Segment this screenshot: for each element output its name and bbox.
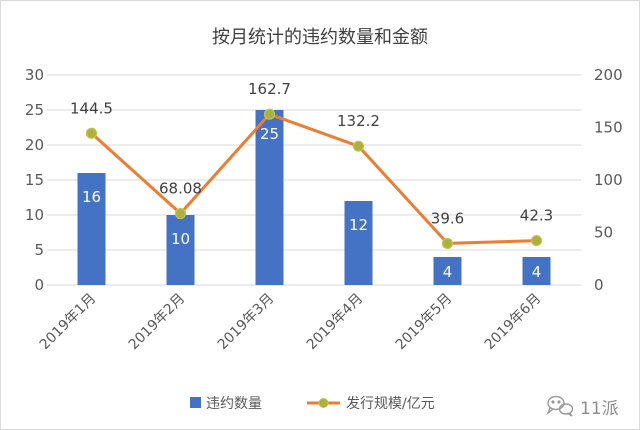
legend-label: 发行规模/亿元 [346, 396, 435, 412]
legend-item-bar: 违约数量 [190, 396, 262, 412]
bar-data-label: 10 [171, 230, 190, 248]
line-marker [263, 108, 276, 120]
gridlines [47, 74, 581, 286]
right-axis-tick-label: 200 [594, 66, 623, 84]
bar [166, 215, 195, 285]
bar-data-label: 16 [82, 188, 101, 206]
left-axis-tick-label: 10 [25, 206, 44, 224]
bar [344, 201, 373, 285]
line-marker [441, 237, 454, 250]
bar-series: 16 10 25 12 4 4 [77, 110, 551, 285]
bar [77, 173, 106, 285]
line-data-label: 162.7 [248, 80, 291, 98]
left-axis-tick-label: 5 [34, 241, 44, 259]
left-axis-tick-label: 20 [25, 136, 44, 154]
left-axis-tick-label: 25 [25, 101, 44, 119]
line-data-label: 144.5 [70, 99, 113, 117]
chart-title: 按月统计的违约数量和金额 [212, 27, 428, 48]
line-data-label: 132.2 [337, 112, 380, 130]
legend-label: 违约数量 [206, 396, 262, 412]
right-axis-tick-label: 50 [594, 224, 613, 242]
line-marker [85, 127, 98, 139]
bar-data-label: 4 [532, 263, 542, 281]
watermark: 11派 [546, 395, 619, 419]
line-data-label: 68.08 [159, 180, 202, 198]
line-path [90, 112, 537, 245]
bar-data-label: 25 [260, 125, 279, 143]
line-marker [352, 140, 365, 152]
legend: 违约数量 发行规模/亿元 [190, 396, 435, 412]
line-marker [530, 234, 543, 247]
bar [255, 110, 284, 285]
bar [522, 257, 551, 285]
left-axis-tick-label: 30 [25, 66, 44, 84]
right-axis-tick-labels: 0 50 100 150 200 [594, 66, 623, 294]
watermark-text: 11派 [580, 399, 619, 419]
bar-data-label: 12 [349, 216, 368, 234]
right-axis-tick-label: 0 [594, 276, 604, 294]
wechat-icon [546, 395, 574, 417]
right-axis-tick-label: 150 [594, 119, 623, 137]
left-axis-tick-label: 0 [34, 276, 44, 294]
left-axis-tick-label: 15 [25, 171, 44, 189]
legend-item-line: 发行规模/亿元 [307, 396, 435, 412]
bar-data-label: 4 [443, 263, 453, 281]
legend-swatch-bar [190, 397, 201, 408]
line-data-label: 39.6 [431, 209, 464, 227]
right-axis-tick-label: 100 [594, 171, 623, 189]
line-marker [174, 207, 187, 220]
left-axis-tick-labels: 0 5 10 15 20 25 30 [25, 66, 44, 294]
bar [433, 257, 462, 285]
legend-swatch-marker [318, 398, 329, 408]
line-series: 144.5 68.08 162.7 132.2 39.6 42.3 [70, 80, 553, 250]
line-data-label: 42.3 [520, 207, 553, 225]
